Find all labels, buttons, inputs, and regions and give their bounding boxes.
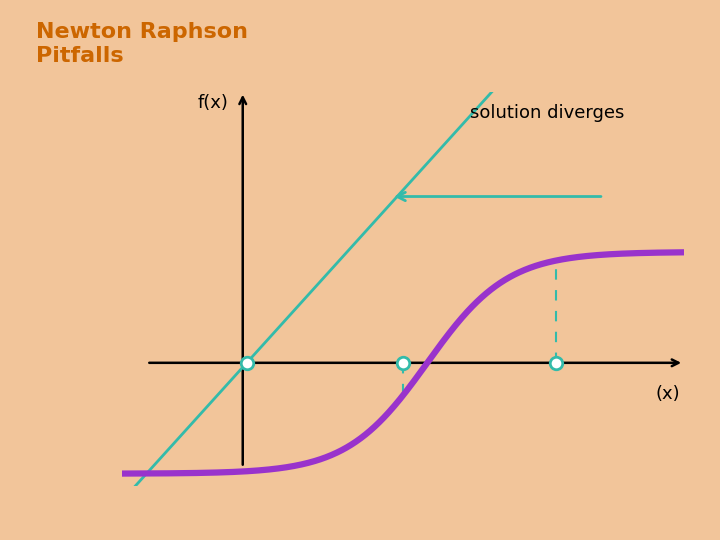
Text: (x): (x) xyxy=(655,385,680,403)
Text: solution diverges: solution diverges xyxy=(470,104,625,122)
Text: Newton Raphson
Pitfalls: Newton Raphson Pitfalls xyxy=(36,22,248,66)
Text: f(x): f(x) xyxy=(197,94,228,112)
